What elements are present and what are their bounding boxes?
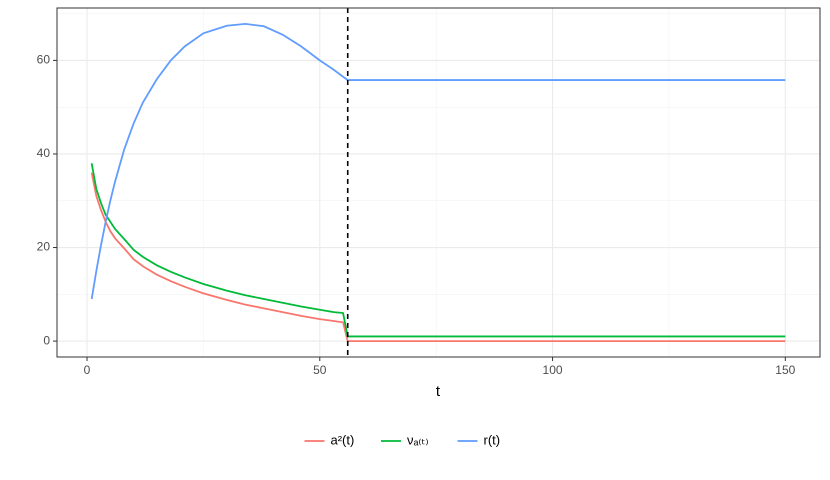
legend-label: a²(t) xyxy=(331,432,355,447)
y-tick-label: 40 xyxy=(37,146,51,160)
legend-label: r(t) xyxy=(484,432,501,447)
y-tick-label: 20 xyxy=(37,240,51,254)
x-tick-label: 150 xyxy=(775,363,795,377)
x-tick-label: 0 xyxy=(84,363,91,377)
series-line xyxy=(90,172,786,342)
x-tick-label: 100 xyxy=(543,363,563,377)
series-line xyxy=(90,163,786,338)
legend-label: νₐ₍ₜ₎ xyxy=(407,432,429,447)
panel-border xyxy=(56,7,821,358)
y-tick-label: 0 xyxy=(43,333,50,347)
y-tick-label: 60 xyxy=(37,53,51,67)
x-axis-label: t xyxy=(436,383,441,400)
x-tick-label: 50 xyxy=(313,363,327,377)
series-line xyxy=(90,23,786,300)
